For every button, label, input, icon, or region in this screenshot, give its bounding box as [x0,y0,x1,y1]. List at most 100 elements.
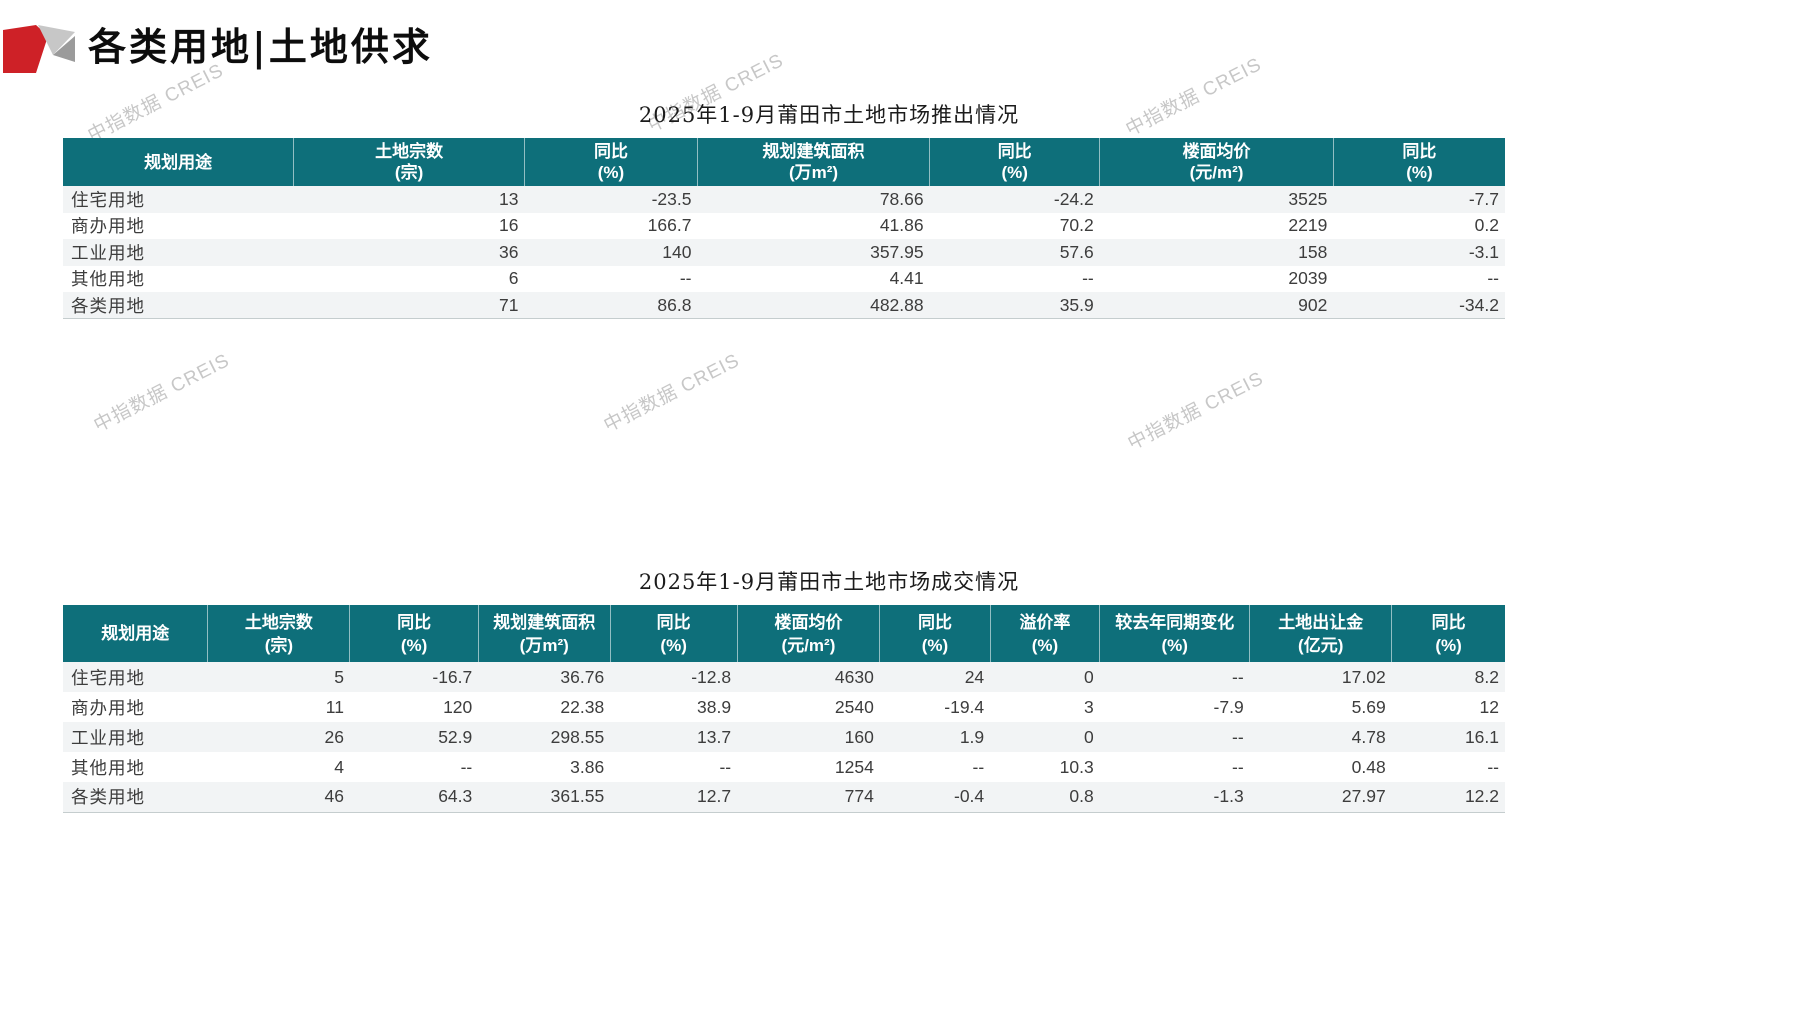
data-cell: 166.7 [647,215,692,236]
column-header: 规划建筑面积 (万m²) [478,605,611,662]
data-cell: 71 [293,292,525,319]
watermark: 中指数据 CREIS [600,350,744,437]
data-cell: 17.02 [1341,666,1386,687]
data-cell: 4 [334,756,344,777]
row-category: 商办用地 [71,697,145,718]
data-cell: 16 [498,215,519,236]
table-row: 各类用地 71 86.8 482.88 35.9 902 -34.2 [63,292,1505,319]
table-row: 各类用地 46 64.3 361.55 12.7 774 -0.4 0.8 -1.3 27.97 1… [63,782,1505,813]
column-header: 同比 (%) [1333,138,1505,186]
row-category: 各类用地 [63,782,208,813]
data-cell: 5.69 [1351,696,1386,717]
land-supply-section: 2025年1-9月莆田市土地市场推出情况 规划用途 土地宗数 (宗) 同比 (%) 规划建… [63,99,1505,319]
table-row: 住宅用地 13 -23.5 78.66 -24.2 3525 -7.7 [63,186,1505,213]
data-cell: -24.2 [1053,188,1094,209]
data-cell: 3.86 [570,756,605,777]
data-cell: -23.5 [651,188,692,209]
data-cell: 3525 [1288,188,1328,209]
column-header: 规划建筑面积 (万m²) [697,138,931,186]
row-category: 商办用地 [71,216,145,237]
column-header: 土地出让金 (亿元) [1249,605,1393,662]
table-row: 住宅用地 5 -16.7 36.76 -12.8 4630 24 0 -- 17.02 8.2 [63,662,1505,692]
data-cell: 86.8 [524,292,698,319]
table-row: 工业用地 26 52.9 298.55 13.7 160 1.9 0 -- 4.78 16.1 [63,722,1505,752]
data-cell: -1.3 [1099,782,1250,813]
column-header: 土地宗数 (宗) [207,605,351,662]
header-row: 规划用途 土地宗数 (宗) 同比 (%) 规划建筑面积 (万m²) 同比 (%) 楼面均价 (元/m… [63,138,1505,186]
table-row: 商办用地 11 120 22.38 38.9 2540 -19.4 3 -7.9 5.69 12 [63,692,1505,722]
column-header: 土地宗数 (宗) [293,138,525,186]
table-row: 其他用地 4 -- 3.86 -- 1254 -- 10.3 -- 0.48 -- [63,752,1505,782]
data-cell: -- [1487,268,1499,289]
data-cell: 0.2 [1474,215,1499,236]
data-cell: 4.78 [1351,726,1386,747]
column-header: 规划用途 [63,138,295,186]
data-cell: 357.95 [870,241,924,262]
data-cell: 38.9 [697,696,732,717]
table-row: 工业用地 36 140 357.95 57.6 158 -3.1 [63,239,1505,266]
page-title: 各类用地|土地供求 [88,24,433,69]
row-category: 其他用地 [71,269,145,290]
data-cell: 160 [844,726,874,747]
column-header: 同比 (%) [610,605,738,662]
data-cell: 6 [508,268,519,289]
data-cell: -- [1232,666,1244,687]
data-cell: 298.55 [550,726,605,747]
data-cell: 0.48 [1351,756,1386,777]
row-category: 工业用地 [71,242,145,263]
data-cell: 78.66 [879,188,924,209]
data-cell: -3.1 [1468,241,1499,262]
data-cell: 1.9 [959,726,985,747]
row-category: 工业用地 [71,727,145,748]
data-cell: 12.2 [1391,782,1505,813]
data-cell: 4630 [834,666,874,687]
data-cell: 13 [498,188,519,209]
column-header: 同比 (%) [879,605,991,662]
column-header: 溢价率 (%) [990,605,1101,662]
data-cell: 57.6 [1059,241,1094,262]
data-cell: -- [460,756,473,777]
data-cell: 8.2 [1474,666,1499,687]
data-cell: 1254 [834,756,874,777]
land-transaction-section: 2025年1-9月莆田市土地市场成交情况 规划用途 土地宗数 (宗) 同比 (%) 规划建… [63,566,1505,813]
data-cell: 0.8 [990,782,1100,813]
data-cell: 41.86 [879,215,924,236]
column-header: 较去年同期变化 (%) [1099,605,1251,662]
data-cell: -7.9 [1213,696,1244,717]
table-row: 其他用地 6 -- 4.41 -- 2039 -- [63,265,1505,292]
column-header: 楼面均价 (元/m²) [737,605,881,662]
data-cell: 2039 [1288,268,1328,289]
data-cell: 64.3 [349,782,479,813]
row-category: 各类用地 [63,292,294,319]
data-cell: -16.7 [432,666,473,687]
data-cell: 2540 [834,696,874,717]
data-cell: -7.7 [1468,188,1499,209]
data-cell: 0 [1084,726,1094,747]
data-cell: 27.97 [1249,782,1392,813]
table-row: 商办用地 16 166.7 41.86 70.2 2219 0.2 [63,212,1505,239]
data-cell: 140 [662,241,692,262]
data-cell: 361.55 [478,782,611,813]
data-cell: -12.8 [691,666,732,687]
data-cell: 11 [325,696,344,717]
data-cell: 36 [498,241,519,262]
data-cell: -- [1232,726,1244,747]
data-cell: -- [1487,756,1499,777]
data-cell: 120 [443,696,473,717]
column-header: 同比 (%) [524,138,698,186]
data-cell: 0 [1084,666,1094,687]
column-header: 同比 (%) [349,605,479,662]
row-category: 其他用地 [71,757,145,778]
data-cell: -- [972,756,985,777]
row-category: 住宅用地 [71,189,145,210]
data-cell: 13.7 [697,726,732,747]
data-cell: 902 [1099,292,1334,319]
data-cell: 46 [207,782,350,813]
land-transaction-table: 规划用途 土地宗数 (宗) 同比 (%) 规划建筑面积 (万m²) 同比 (%) 楼面均价 (元/m… [63,605,1505,813]
data-cell: 3 [1084,696,1094,717]
data-cell: 158 [1298,241,1328,262]
data-cell: 774 [737,782,880,813]
column-header: 同比 (%) [1391,605,1505,662]
data-cell: 482.88 [697,292,930,319]
